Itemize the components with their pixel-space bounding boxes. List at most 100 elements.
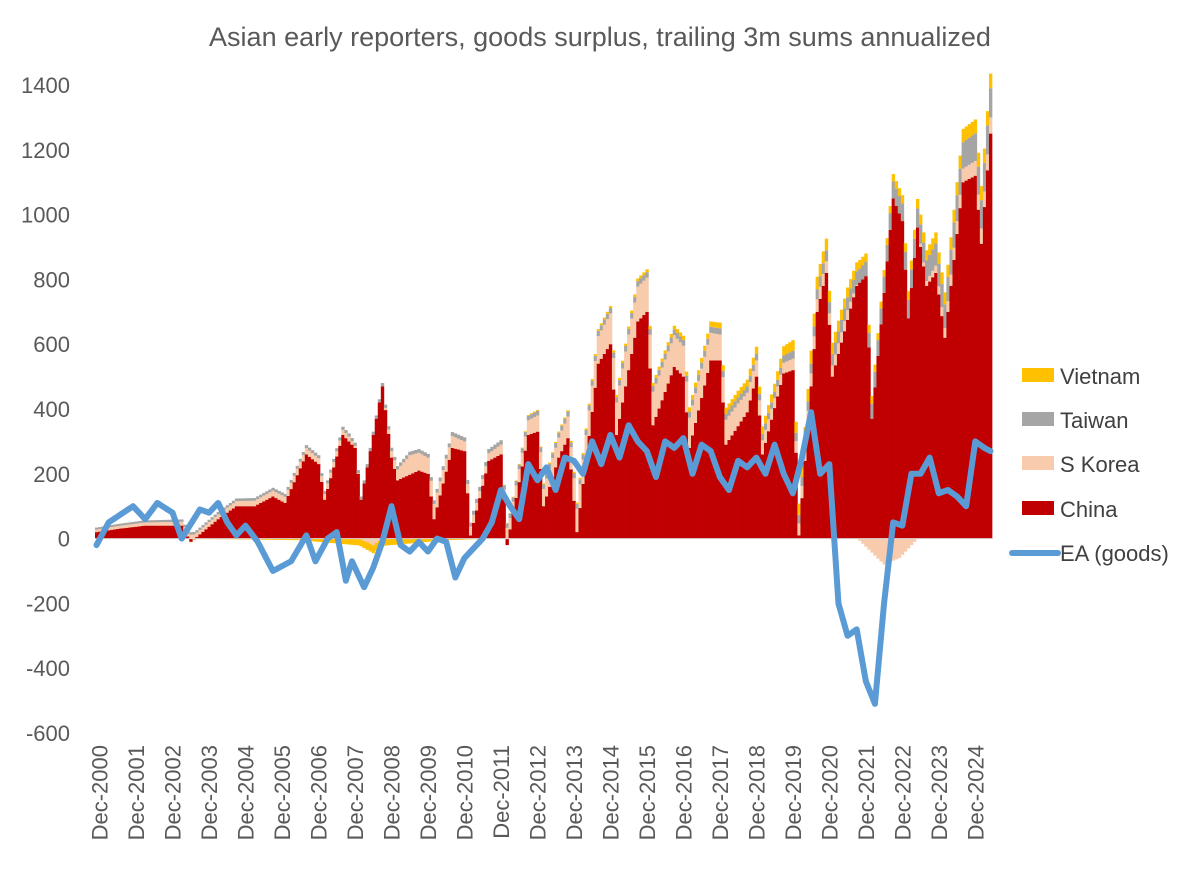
bar-segment: [198, 527, 202, 531]
bar-segment: [909, 269, 914, 289]
bar-segment: [201, 524, 205, 528]
bar-segment: [563, 444, 567, 539]
bar-segment: [453, 448, 458, 539]
bar-segment: [700, 368, 704, 398]
bar-segment: [335, 456, 339, 539]
bar-segment: [988, 133, 993, 539]
bar-segment: [104, 530, 108, 539]
bar-segment: [587, 410, 591, 436]
bar-segment: [417, 470, 421, 539]
bar-segment: [374, 542, 379, 551]
bar-segment: [128, 524, 132, 528]
bar-segment: [265, 493, 269, 500]
bar-segment: [465, 493, 470, 539]
bar-segment: [478, 486, 482, 492]
bar-segment: [630, 310, 634, 314]
x-tick-label: Dec-2005: [270, 745, 295, 840]
bar-segment: [873, 387, 877, 539]
bar-segment: [146, 525, 151, 539]
bar-segment: [192, 532, 196, 535]
bar-segment: [341, 434, 345, 539]
bar-segment: [794, 441, 798, 453]
bar-segment: [736, 426, 740, 539]
bar-segment: [453, 437, 458, 449]
bar-segment: [925, 281, 929, 286]
bar-segment: [958, 168, 962, 195]
bar-segment: [496, 442, 500, 447]
bar-segment: [95, 529, 99, 533]
bar-segment: [946, 311, 950, 539]
bar-segment: [666, 351, 671, 384]
bar-segment: [605, 319, 610, 350]
x-tick-label: Dec-2021: [854, 745, 879, 840]
bar-segment: [371, 434, 376, 539]
bar-segment: [462, 437, 467, 442]
bar-segment: [316, 455, 321, 459]
bar-segment: [514, 480, 518, 486]
bar-segment: [155, 525, 160, 539]
bar-segment: [271, 496, 275, 539]
bar-segment: [389, 457, 394, 539]
bar-segment: [666, 383, 671, 539]
bar-segment: [414, 471, 418, 539]
bar-segment: [770, 394, 774, 403]
bar-segment: [587, 405, 591, 411]
bar-segment: [487, 449, 491, 454]
bar-segment: [681, 339, 686, 346]
bar-segment: [262, 501, 266, 539]
bar-segment: [852, 270, 856, 280]
bar-segment: [703, 385, 707, 539]
bar-segment: [657, 366, 661, 370]
bar-segment: [380, 383, 385, 387]
bar-segment: [578, 484, 582, 509]
bar-segment: [420, 538, 424, 543]
bar-segment: [432, 519, 436, 539]
bar-segment: [338, 440, 342, 446]
bar-segment: [812, 326, 816, 337]
bar-segment: [116, 528, 120, 539]
bar-segment: [715, 333, 719, 361]
bar-segment: [785, 372, 789, 539]
x-tick-label: Dec-2010: [452, 745, 477, 840]
bar-segment: [447, 459, 452, 539]
bar-segment: [919, 214, 923, 225]
bar-segment: [855, 285, 859, 539]
bar-segment: [338, 445, 342, 539]
bar-segment: [821, 285, 826, 539]
bar-segment: [158, 520, 163, 523]
y-tick-label: 400: [33, 397, 70, 422]
bar-segment: [839, 319, 844, 333]
bar-segment: [639, 278, 643, 284]
bar-segment: [332, 538, 336, 544]
bar-segment: [459, 450, 464, 539]
bar-segment: [830, 365, 835, 377]
bar-segment: [541, 484, 546, 489]
bar-segment: [934, 243, 938, 266]
bar-segment: [985, 170, 990, 539]
bar-segment: [274, 538, 278, 540]
bar-segment: [450, 432, 455, 436]
bar-segment: [386, 426, 391, 430]
bar-segment: [694, 382, 698, 388]
x-tick-label: Dec-2018: [744, 745, 769, 840]
bar-segment: [298, 461, 303, 469]
bar-segment: [526, 434, 531, 539]
bar-segment: [611, 350, 616, 353]
x-tick-label: Dec-2008: [379, 745, 404, 840]
bar-segment: [429, 480, 433, 497]
bar-segment: [569, 442, 573, 448]
bar-segment: [663, 391, 667, 539]
bar-segment: [843, 331, 847, 539]
bar-segment: [462, 451, 467, 539]
bar-segment: [368, 538, 373, 544]
bar-segment: [399, 478, 403, 539]
bar-segment: [608, 308, 613, 314]
bar-segment: [514, 485, 518, 498]
bar-segment: [818, 264, 823, 277]
bar-segment: [113, 526, 117, 530]
bar-segment: [940, 307, 944, 317]
bar-segment: [624, 386, 628, 539]
bar-segment: [766, 405, 771, 413]
legend-item: EA (goods): [1009, 541, 1169, 566]
bar-segment: [174, 525, 178, 539]
